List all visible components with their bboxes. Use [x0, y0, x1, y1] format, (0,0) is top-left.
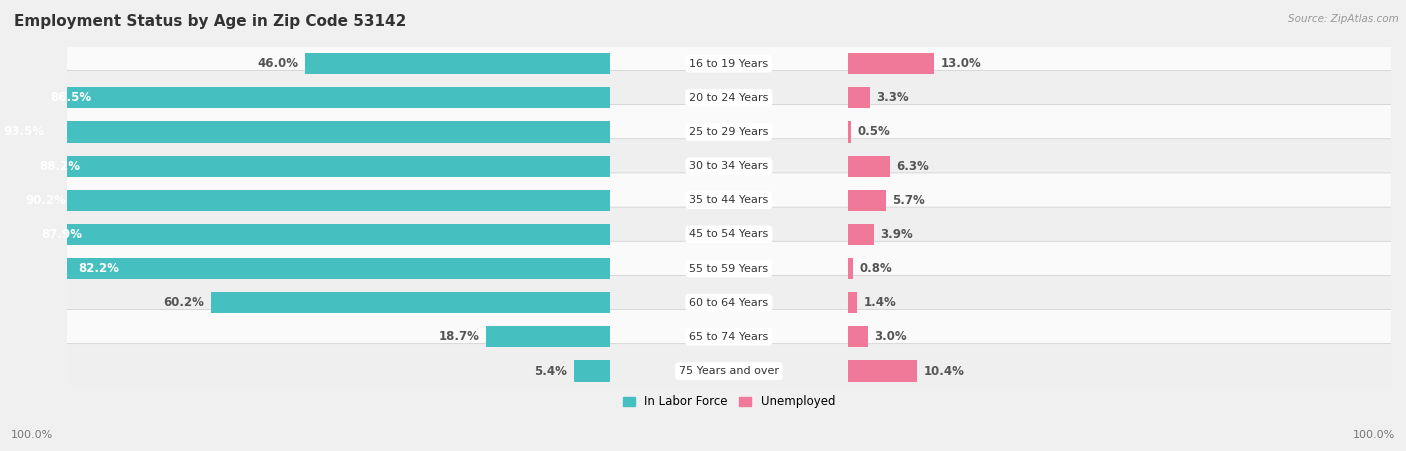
Text: 100.0%: 100.0% — [11, 430, 53, 440]
Text: 87.9%: 87.9% — [41, 228, 82, 241]
Text: 82.2%: 82.2% — [79, 262, 120, 275]
Bar — [848, 224, 875, 245]
Text: 35 to 44 Years: 35 to 44 Years — [689, 195, 769, 205]
Text: 3.3%: 3.3% — [876, 91, 910, 104]
Bar — [37, 87, 610, 108]
Bar — [848, 326, 868, 347]
FancyBboxPatch shape — [65, 344, 1393, 398]
Text: 45 to 54 Years: 45 to 54 Years — [689, 230, 769, 239]
Text: 3.0%: 3.0% — [875, 331, 907, 343]
Text: 93.5%: 93.5% — [4, 125, 45, 138]
Text: 30 to 34 Years: 30 to 34 Years — [689, 161, 769, 171]
Text: 1.4%: 1.4% — [863, 296, 897, 309]
Bar — [848, 121, 852, 143]
Text: 3.9%: 3.9% — [880, 228, 914, 241]
Text: 100.0%: 100.0% — [1353, 430, 1395, 440]
Text: 13.0%: 13.0% — [941, 57, 981, 70]
Text: 16 to 19 Years: 16 to 19 Years — [689, 59, 769, 69]
Bar — [486, 326, 610, 347]
Bar — [13, 190, 610, 211]
Text: 25 to 29 Years: 25 to 29 Years — [689, 127, 769, 137]
Bar — [848, 360, 917, 382]
FancyBboxPatch shape — [65, 105, 1393, 159]
Text: 0.5%: 0.5% — [858, 125, 891, 138]
Text: 5.7%: 5.7% — [893, 194, 925, 207]
Bar — [848, 87, 870, 108]
Text: 10.4%: 10.4% — [924, 364, 965, 377]
Text: 5.4%: 5.4% — [534, 364, 568, 377]
Text: 6.3%: 6.3% — [897, 160, 929, 173]
Bar — [66, 258, 610, 279]
Text: 86.5%: 86.5% — [51, 91, 91, 104]
Text: 46.0%: 46.0% — [257, 57, 298, 70]
Bar — [848, 53, 934, 74]
Bar — [305, 53, 610, 74]
Text: Source: ZipAtlas.com: Source: ZipAtlas.com — [1288, 14, 1399, 23]
Bar — [574, 360, 610, 382]
Text: 0.8%: 0.8% — [860, 262, 893, 275]
Text: 90.2%: 90.2% — [25, 194, 66, 207]
Bar — [211, 292, 610, 313]
Bar — [0, 121, 610, 143]
Bar — [848, 190, 886, 211]
Legend: In Labor Force, Unemployed: In Labor Force, Unemployed — [619, 391, 839, 413]
Text: 55 to 59 Years: 55 to 59 Years — [689, 263, 769, 274]
FancyBboxPatch shape — [65, 241, 1393, 296]
FancyBboxPatch shape — [65, 207, 1393, 262]
Text: 75 Years and over: 75 Years and over — [679, 366, 779, 376]
Text: 18.7%: 18.7% — [439, 331, 479, 343]
FancyBboxPatch shape — [65, 276, 1393, 330]
Text: 20 to 24 Years: 20 to 24 Years — [689, 93, 769, 103]
Text: 88.2%: 88.2% — [39, 160, 80, 173]
FancyBboxPatch shape — [65, 70, 1393, 125]
Text: Employment Status by Age in Zip Code 53142: Employment Status by Age in Zip Code 531… — [14, 14, 406, 28]
Bar — [25, 156, 610, 177]
Bar — [848, 258, 853, 279]
Text: 60.2%: 60.2% — [163, 296, 204, 309]
Bar — [28, 224, 610, 245]
Text: 60 to 64 Years: 60 to 64 Years — [689, 298, 769, 308]
Bar — [848, 156, 890, 177]
Bar — [848, 292, 858, 313]
FancyBboxPatch shape — [65, 139, 1393, 193]
FancyBboxPatch shape — [65, 173, 1393, 228]
FancyBboxPatch shape — [65, 37, 1393, 91]
Text: 65 to 74 Years: 65 to 74 Years — [689, 332, 769, 342]
FancyBboxPatch shape — [65, 309, 1393, 364]
